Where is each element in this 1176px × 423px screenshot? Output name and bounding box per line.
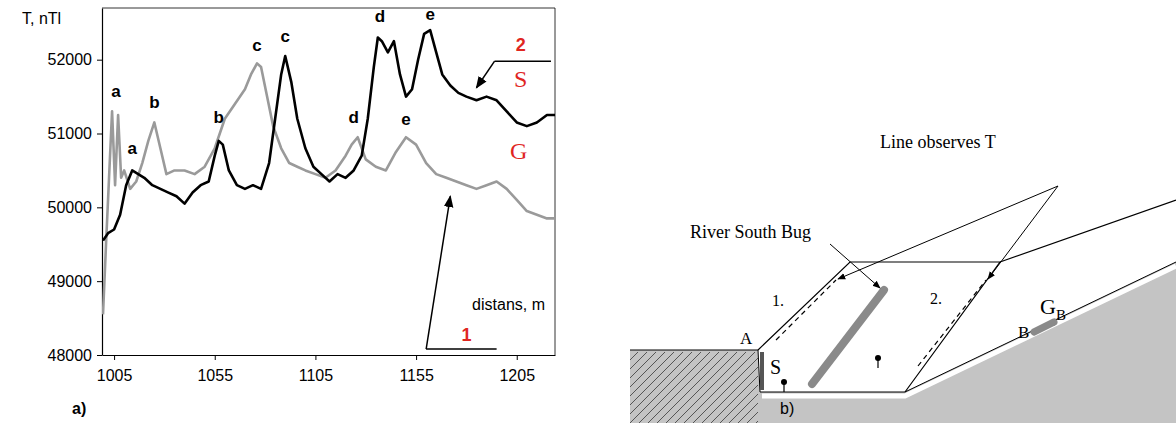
ground bbox=[630, 262, 1176, 423]
callout-label: 2 bbox=[516, 35, 526, 55]
callout-arrow bbox=[426, 196, 450, 349]
plane-edge bbox=[758, 262, 1000, 392]
y-tick: 52000 bbox=[48, 51, 103, 68]
y-tick-label: 49000 bbox=[48, 273, 93, 290]
callout-line bbox=[495, 60, 551, 62]
label-line-2: 2. bbox=[930, 290, 942, 307]
peak-label: e bbox=[425, 5, 434, 24]
surface-band bbox=[762, 266, 1176, 396]
figure: 1005 1055 1105 1155 1205 48000 49000 50000 51000… bbox=[0, 0, 1176, 423]
x-axis: 1005 1055 1105 1155 1205 bbox=[97, 355, 556, 384]
x-tick-mark bbox=[315, 355, 316, 360]
tree-icon bbox=[783, 384, 784, 392]
leader-line bbox=[830, 244, 880, 288]
peak-label: a bbox=[111, 82, 121, 101]
callout-label: 1 bbox=[461, 325, 471, 345]
y-tick-mark bbox=[97, 134, 102, 135]
y-tick: 49000 bbox=[48, 273, 103, 290]
y-tick-mark bbox=[97, 60, 102, 61]
plot-area bbox=[103, 30, 555, 314]
ground-hatch bbox=[630, 352, 758, 423]
frame-right bbox=[555, 8, 556, 355]
panel-label: a) bbox=[72, 400, 86, 417]
x-tick: 1105 bbox=[299, 355, 334, 384]
y-tick: 50000 bbox=[48, 199, 103, 216]
peak-label: d bbox=[348, 108, 358, 127]
y-tick-mark bbox=[97, 207, 102, 208]
x-tick-mark bbox=[517, 355, 518, 360]
profile-line-1 bbox=[776, 280, 836, 340]
peak-label: c bbox=[280, 27, 289, 46]
peak-label: b bbox=[149, 93, 159, 112]
y-tick-label: 48000 bbox=[48, 347, 93, 364]
x-tick-label: 1105 bbox=[299, 367, 334, 384]
label-gb-sub: B bbox=[1056, 307, 1066, 323]
frame-top bbox=[102, 8, 555, 9]
plane-edge-right bbox=[1000, 200, 1176, 262]
x-tick: 1055 bbox=[197, 355, 233, 384]
label-s: S bbox=[770, 356, 781, 378]
tree-icon bbox=[781, 379, 787, 385]
tree-icon bbox=[875, 355, 881, 361]
leader-line bbox=[988, 186, 1058, 279]
series-line bbox=[103, 63, 555, 314]
y-axis: 48000 49000 50000 51000 52000 bbox=[48, 9, 103, 364]
label-b: B bbox=[1018, 323, 1029, 342]
x-tick: 1205 bbox=[499, 355, 535, 384]
diagram: Line observes TRiver South Bug1.2.ASBGBb… bbox=[630, 132, 1176, 423]
label-gb: GB bbox=[1040, 294, 1066, 323]
y-axis-title: T, nTl bbox=[22, 10, 61, 27]
x-tick-mark bbox=[215, 355, 216, 360]
label-river: River South Bug bbox=[690, 222, 811, 242]
x-tick-label: 1005 bbox=[97, 367, 133, 384]
y-tick-label: 52000 bbox=[48, 51, 93, 68]
x-tick-mark bbox=[114, 355, 115, 360]
body-gb bbox=[1034, 322, 1054, 332]
x-tick: 1005 bbox=[97, 355, 133, 384]
leader-line bbox=[838, 186, 1058, 279]
series-label: S bbox=[514, 66, 527, 92]
series-line bbox=[103, 30, 555, 240]
label-gb-main: G bbox=[1040, 294, 1056, 319]
label-observation: Line observes T bbox=[880, 132, 996, 152]
y-tick-mark bbox=[97, 281, 102, 282]
label-line-1: 1. bbox=[772, 292, 784, 309]
peak-label: b bbox=[214, 108, 224, 127]
x-tick-label: 1055 bbox=[197, 367, 233, 384]
y-tick-mark bbox=[97, 355, 102, 356]
x-tick-label: 1155 bbox=[399, 367, 434, 384]
callout-line bbox=[426, 348, 496, 350]
y-tick-label: 50000 bbox=[48, 199, 93, 216]
peak-label: d bbox=[375, 7, 385, 26]
river bbox=[812, 290, 884, 384]
peak-label: c bbox=[252, 36, 261, 55]
y-tick: 48000 bbox=[48, 347, 103, 364]
body-s bbox=[760, 352, 764, 390]
peak-label: a bbox=[127, 139, 137, 158]
callout-arrow bbox=[476, 61, 494, 88]
x-axis-title: distans, m bbox=[472, 296, 545, 313]
surface bbox=[630, 262, 1176, 392]
y-tick-label: 51000 bbox=[48, 125, 93, 142]
x-tick-label: 1205 bbox=[499, 367, 535, 384]
label-a: A bbox=[740, 329, 753, 348]
tree-icon bbox=[877, 360, 878, 368]
x-axis-line bbox=[103, 355, 556, 356]
panel-label: b) bbox=[780, 400, 794, 417]
profile-line-2 bbox=[918, 280, 986, 366]
y-tick: 51000 bbox=[48, 125, 103, 142]
peak-label: e bbox=[401, 110, 410, 129]
x-tick-mark bbox=[416, 355, 417, 360]
x-tick: 1155 bbox=[399, 355, 434, 384]
series-label: G bbox=[510, 138, 527, 164]
